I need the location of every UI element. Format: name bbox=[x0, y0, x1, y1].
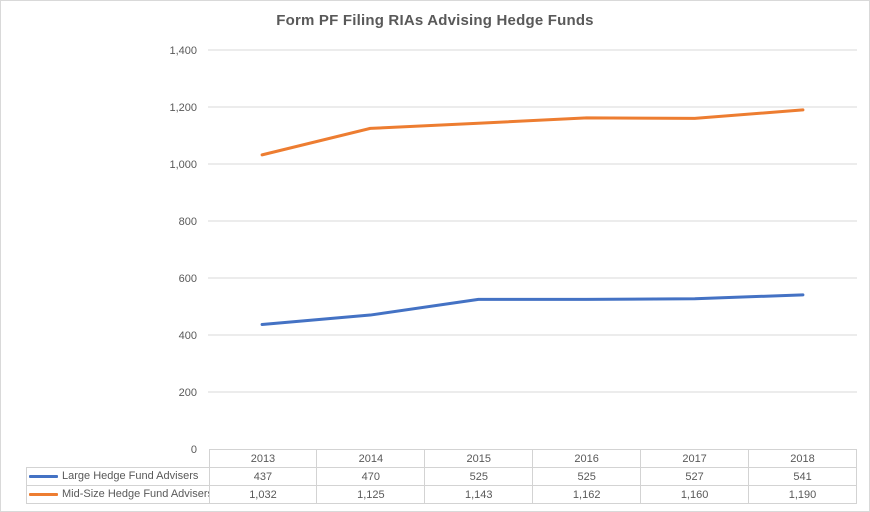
table-year-row: 2013 2014 2015 2016 2017 2018 bbox=[27, 449, 857, 468]
y-axis-tick-label: 1,000 bbox=[169, 159, 197, 171]
y-axis-tick-label: 600 bbox=[179, 273, 197, 285]
table-series-row: Mid-Size Hedge Fund Advisers 1,032 1,125 1,… bbox=[26, 485, 857, 504]
value-cell: 437 bbox=[208, 467, 318, 486]
value-cell: 1,125 bbox=[316, 485, 426, 504]
table-series-row: Large Hedge Fund Advisers 437 470 525 525 527… bbox=[26, 467, 857, 486]
year-cell: 2017 bbox=[640, 449, 750, 468]
series-name-label: Large Hedge Fund Advisers bbox=[62, 470, 199, 483]
year-cell: 2013 bbox=[208, 449, 318, 468]
value-cell: 525 bbox=[424, 467, 534, 486]
year-cell: 2018 bbox=[748, 449, 857, 468]
value-cell: 470 bbox=[316, 467, 426, 486]
y-axis-tick-label: 200 bbox=[179, 387, 197, 399]
series-line-mid-size-hedge-fund-advisers bbox=[260, 108, 805, 157]
chart-title: Form PF Filing RIAs Advising Hedge Funds bbox=[276, 12, 594, 29]
value-cell: 541 bbox=[748, 467, 857, 486]
series-line-large-hedge-fund-advisers bbox=[260, 293, 805, 326]
legend-line-swatch-icon bbox=[29, 493, 58, 497]
legend-line-swatch-icon bbox=[29, 475, 58, 479]
chart-data-table: 2013 2014 2015 2016 2017 2018 Large Hedge Fund… bbox=[26, 449, 857, 504]
value-cell: 525 bbox=[532, 467, 642, 486]
series-name-label: Mid-Size Hedge Fund Advisers bbox=[62, 488, 209, 501]
value-cell: 1,143 bbox=[424, 485, 534, 504]
year-cell: 2015 bbox=[424, 449, 534, 468]
y-axis-tick-label: 400 bbox=[179, 330, 197, 342]
y-axis-tick-label: 1,200 bbox=[169, 102, 197, 114]
y-axis-tick-label: 0 bbox=[191, 444, 197, 456]
value-cell: 1,190 bbox=[748, 485, 857, 504]
value-cell: 1,162 bbox=[532, 485, 642, 504]
legend-cell: Large Hedge Fund Advisers bbox=[26, 467, 210, 486]
value-cell: 1,032 bbox=[208, 485, 318, 504]
legend-cell: Mid-Size Hedge Fund Advisers bbox=[26, 485, 210, 504]
table-corner-cell bbox=[27, 450, 210, 468]
year-cell: 2014 bbox=[316, 449, 426, 468]
y-axis-tick-label: 800 bbox=[179, 216, 197, 228]
y-axis-tick-label: 1,400 bbox=[169, 45, 197, 57]
value-cell: 1,160 bbox=[640, 485, 750, 504]
year-cell: 2016 bbox=[532, 449, 642, 468]
value-cell: 527 bbox=[640, 467, 750, 486]
